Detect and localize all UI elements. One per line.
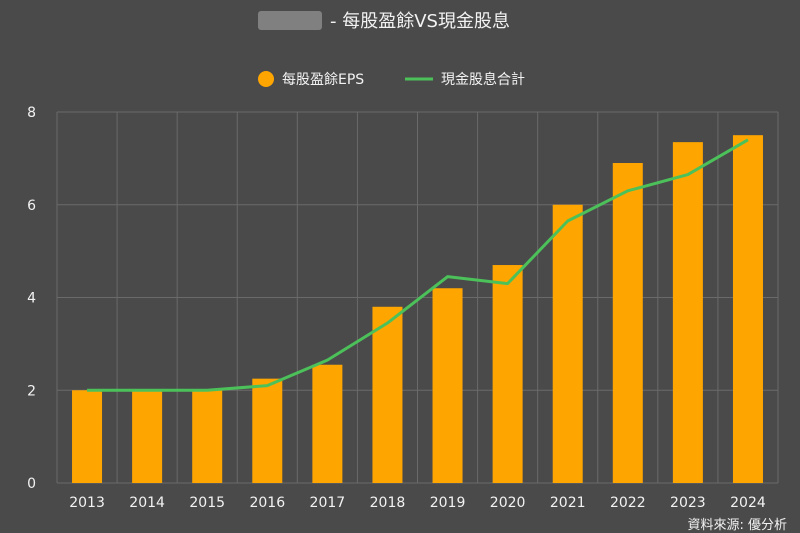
eps-bar-2015[interactable] <box>192 390 223 483</box>
dividend-point-2023[interactable] <box>686 173 690 177</box>
chart-title: - 每股盈餘VS現金股息 <box>258 11 510 32</box>
dividend-point-2017[interactable] <box>325 358 329 362</box>
title-text: - 每股盈餘VS現金股息 <box>330 11 510 32</box>
x-tick-label: 2022 <box>610 495 646 511</box>
y-tick-label: 0 <box>27 476 36 492</box>
eps-bar-2018[interactable] <box>372 306 403 483</box>
dividend-point-2016[interactable] <box>265 384 269 388</box>
dividend-point-2024[interactable] <box>746 138 750 142</box>
eps-bar-2022[interactable] <box>612 163 643 483</box>
y-tick-label: 4 <box>27 291 36 307</box>
x-tick-label: 2018 <box>370 495 406 511</box>
y-axis: 0 2 4 6 8 <box>27 105 36 492</box>
eps-bar-2013[interactable] <box>72 390 103 483</box>
eps-bars <box>72 135 763 484</box>
dividend-point-2020[interactable] <box>506 282 510 286</box>
x-tick-label: 2020 <box>490 495 526 511</box>
y-tick-label: 6 <box>27 198 36 214</box>
eps-bar-2021[interactable] <box>552 204 583 483</box>
y-tick-label: 8 <box>27 105 36 121</box>
dividend-line-path[interactable] <box>87 138 749 392</box>
legend-eps-marker <box>258 71 274 87</box>
eps-bar-2017[interactable] <box>312 364 343 483</box>
x-tick-label: 2017 <box>310 495 346 511</box>
x-axis: 2013 2014 2015 2016 2017 2018 2019 2020 2021 2022… <box>69 495 766 511</box>
legend-eps-label: 每股盈餘EPS <box>282 71 364 88</box>
eps-bar-2014[interactable] <box>132 390 163 483</box>
dividend-line <box>85 138 750 392</box>
eps-bar-2019[interactable] <box>432 288 463 483</box>
dividend-point-2022[interactable] <box>626 189 630 193</box>
eps-bar-2016[interactable] <box>252 378 283 483</box>
y-tick-label: 2 <box>27 383 36 399</box>
x-tick-label: 2015 <box>189 495 225 511</box>
eps-bar-2020[interactable] <box>492 265 523 483</box>
source-note: 資料來源: 優分析 <box>687 518 787 533</box>
x-tick-label: 2016 <box>249 495 285 511</box>
dividend-point-2019[interactable] <box>446 275 450 279</box>
x-tick-label: 2023 <box>670 495 706 511</box>
x-tick-label: 2014 <box>129 495 165 511</box>
dividend-point-2013[interactable] <box>85 388 89 392</box>
eps-bar-2023[interactable] <box>672 142 703 484</box>
redacted-company-name <box>258 11 322 30</box>
dividend-point-2018[interactable] <box>385 321 389 325</box>
x-tick-label: 2019 <box>430 495 466 511</box>
legend-dividend-label: 現金股息合計 <box>441 71 525 88</box>
x-tick-label: 2013 <box>69 495 105 511</box>
dividend-point-2021[interactable] <box>566 219 570 223</box>
dividend-point-2015[interactable] <box>205 388 209 392</box>
grid-lines <box>56 111 779 484</box>
dividend-point-2014[interactable] <box>145 388 149 392</box>
eps-bar-2024[interactable] <box>732 135 763 483</box>
x-tick-label: 2024 <box>730 495 766 511</box>
legend[interactable]: 每股盈餘EPS 現金股息合計 <box>258 71 525 88</box>
x-tick-label: 2021 <box>550 495 586 511</box>
